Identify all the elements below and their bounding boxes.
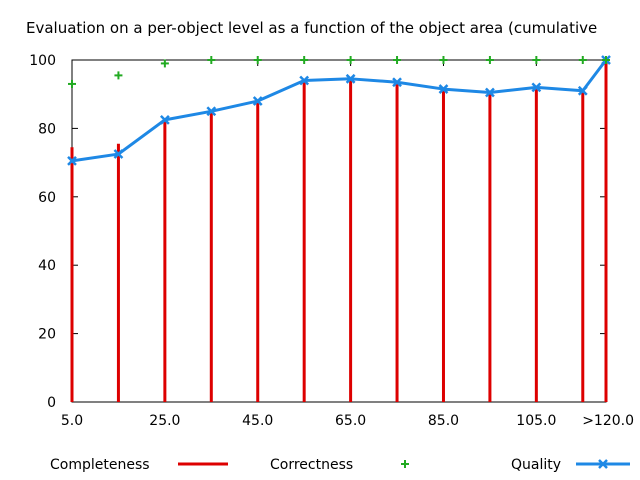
correctness-point bbox=[393, 56, 402, 64]
x-tick-label: 85.0 bbox=[428, 413, 459, 429]
quality-marker-stroke bbox=[299, 75, 310, 86]
quality-point bbox=[438, 84, 449, 94]
quality-marker-stroke bbox=[252, 96, 263, 106]
quality-line bbox=[71, 59, 608, 163]
quality-marker-stroke bbox=[485, 87, 495, 98]
quality-marker-stroke bbox=[206, 106, 217, 117]
legend-label-correctness: Correctness bbox=[270, 457, 353, 473]
quality-marker-stroke bbox=[438, 84, 449, 94]
axes: 0 20 40 60 80 100 5.0 25.0 45.0 65.0 85.0 105.0 >120… bbox=[29, 53, 634, 429]
quality-point bbox=[159, 114, 170, 125]
correctness-point bbox=[602, 56, 610, 64]
correctness-point bbox=[439, 56, 448, 64]
quality-marker-stroke bbox=[345, 73, 356, 84]
correctness-point bbox=[346, 56, 355, 64]
quality-point bbox=[345, 73, 356, 84]
quality-marker-stroke bbox=[67, 156, 77, 166]
correctness-point bbox=[253, 56, 262, 64]
quality-point bbox=[252, 96, 263, 106]
correctness-point bbox=[300, 56, 309, 64]
y-tick-label: 20 bbox=[38, 327, 56, 343]
correctness-point bbox=[114, 71, 123, 80]
quality-marker-stroke bbox=[577, 85, 588, 96]
quality-marker-stroke bbox=[113, 149, 124, 159]
quality-point bbox=[485, 87, 495, 98]
quality-marker-stroke bbox=[392, 77, 402, 88]
quality-point bbox=[67, 156, 77, 166]
quality-point bbox=[392, 77, 402, 88]
quality-marker-stroke bbox=[531, 82, 542, 93]
legend-swatch-quality bbox=[598, 459, 608, 469]
x-tick-label: >120.0 bbox=[582, 413, 634, 429]
correctness-point bbox=[207, 56, 216, 64]
y-tick-label: 80 bbox=[38, 121, 56, 137]
correctness-point bbox=[160, 59, 169, 68]
quality-point bbox=[299, 75, 310, 86]
legend: Completeness Correctness Quality bbox=[50, 457, 630, 473]
x-tick-label: 65.0 bbox=[335, 413, 366, 429]
chart-title: Evaluation on a per-object level as a fu… bbox=[26, 19, 597, 37]
quality-point bbox=[577, 85, 588, 96]
completeness-series bbox=[70, 60, 608, 402]
x-tick-label: 105.0 bbox=[516, 413, 556, 429]
y-tick-label: 40 bbox=[38, 258, 56, 274]
plot-frame bbox=[71, 59, 607, 403]
correctness-point bbox=[532, 56, 541, 64]
quality-point bbox=[113, 149, 124, 159]
legend-label-quality: Quality bbox=[511, 457, 561, 473]
quality-point bbox=[531, 82, 542, 93]
x-tick-label: 25.0 bbox=[149, 413, 180, 429]
correctness-point bbox=[68, 79, 76, 88]
quality-marker-stroke bbox=[159, 114, 170, 125]
y-tick-label: 0 bbox=[47, 395, 56, 411]
x-tick-label: 45.0 bbox=[242, 413, 273, 429]
correctness-point bbox=[578, 56, 587, 64]
correctness-series bbox=[68, 56, 610, 88]
quality-series bbox=[67, 55, 611, 166]
y-tick-label: 100 bbox=[29, 53, 56, 69]
x-tick-label: 5.0 bbox=[61, 413, 83, 429]
legend-label-completeness: Completeness bbox=[50, 457, 150, 473]
correctness-point bbox=[485, 56, 494, 64]
quality-point bbox=[206, 106, 217, 117]
y-tick-label: 60 bbox=[38, 190, 56, 206]
